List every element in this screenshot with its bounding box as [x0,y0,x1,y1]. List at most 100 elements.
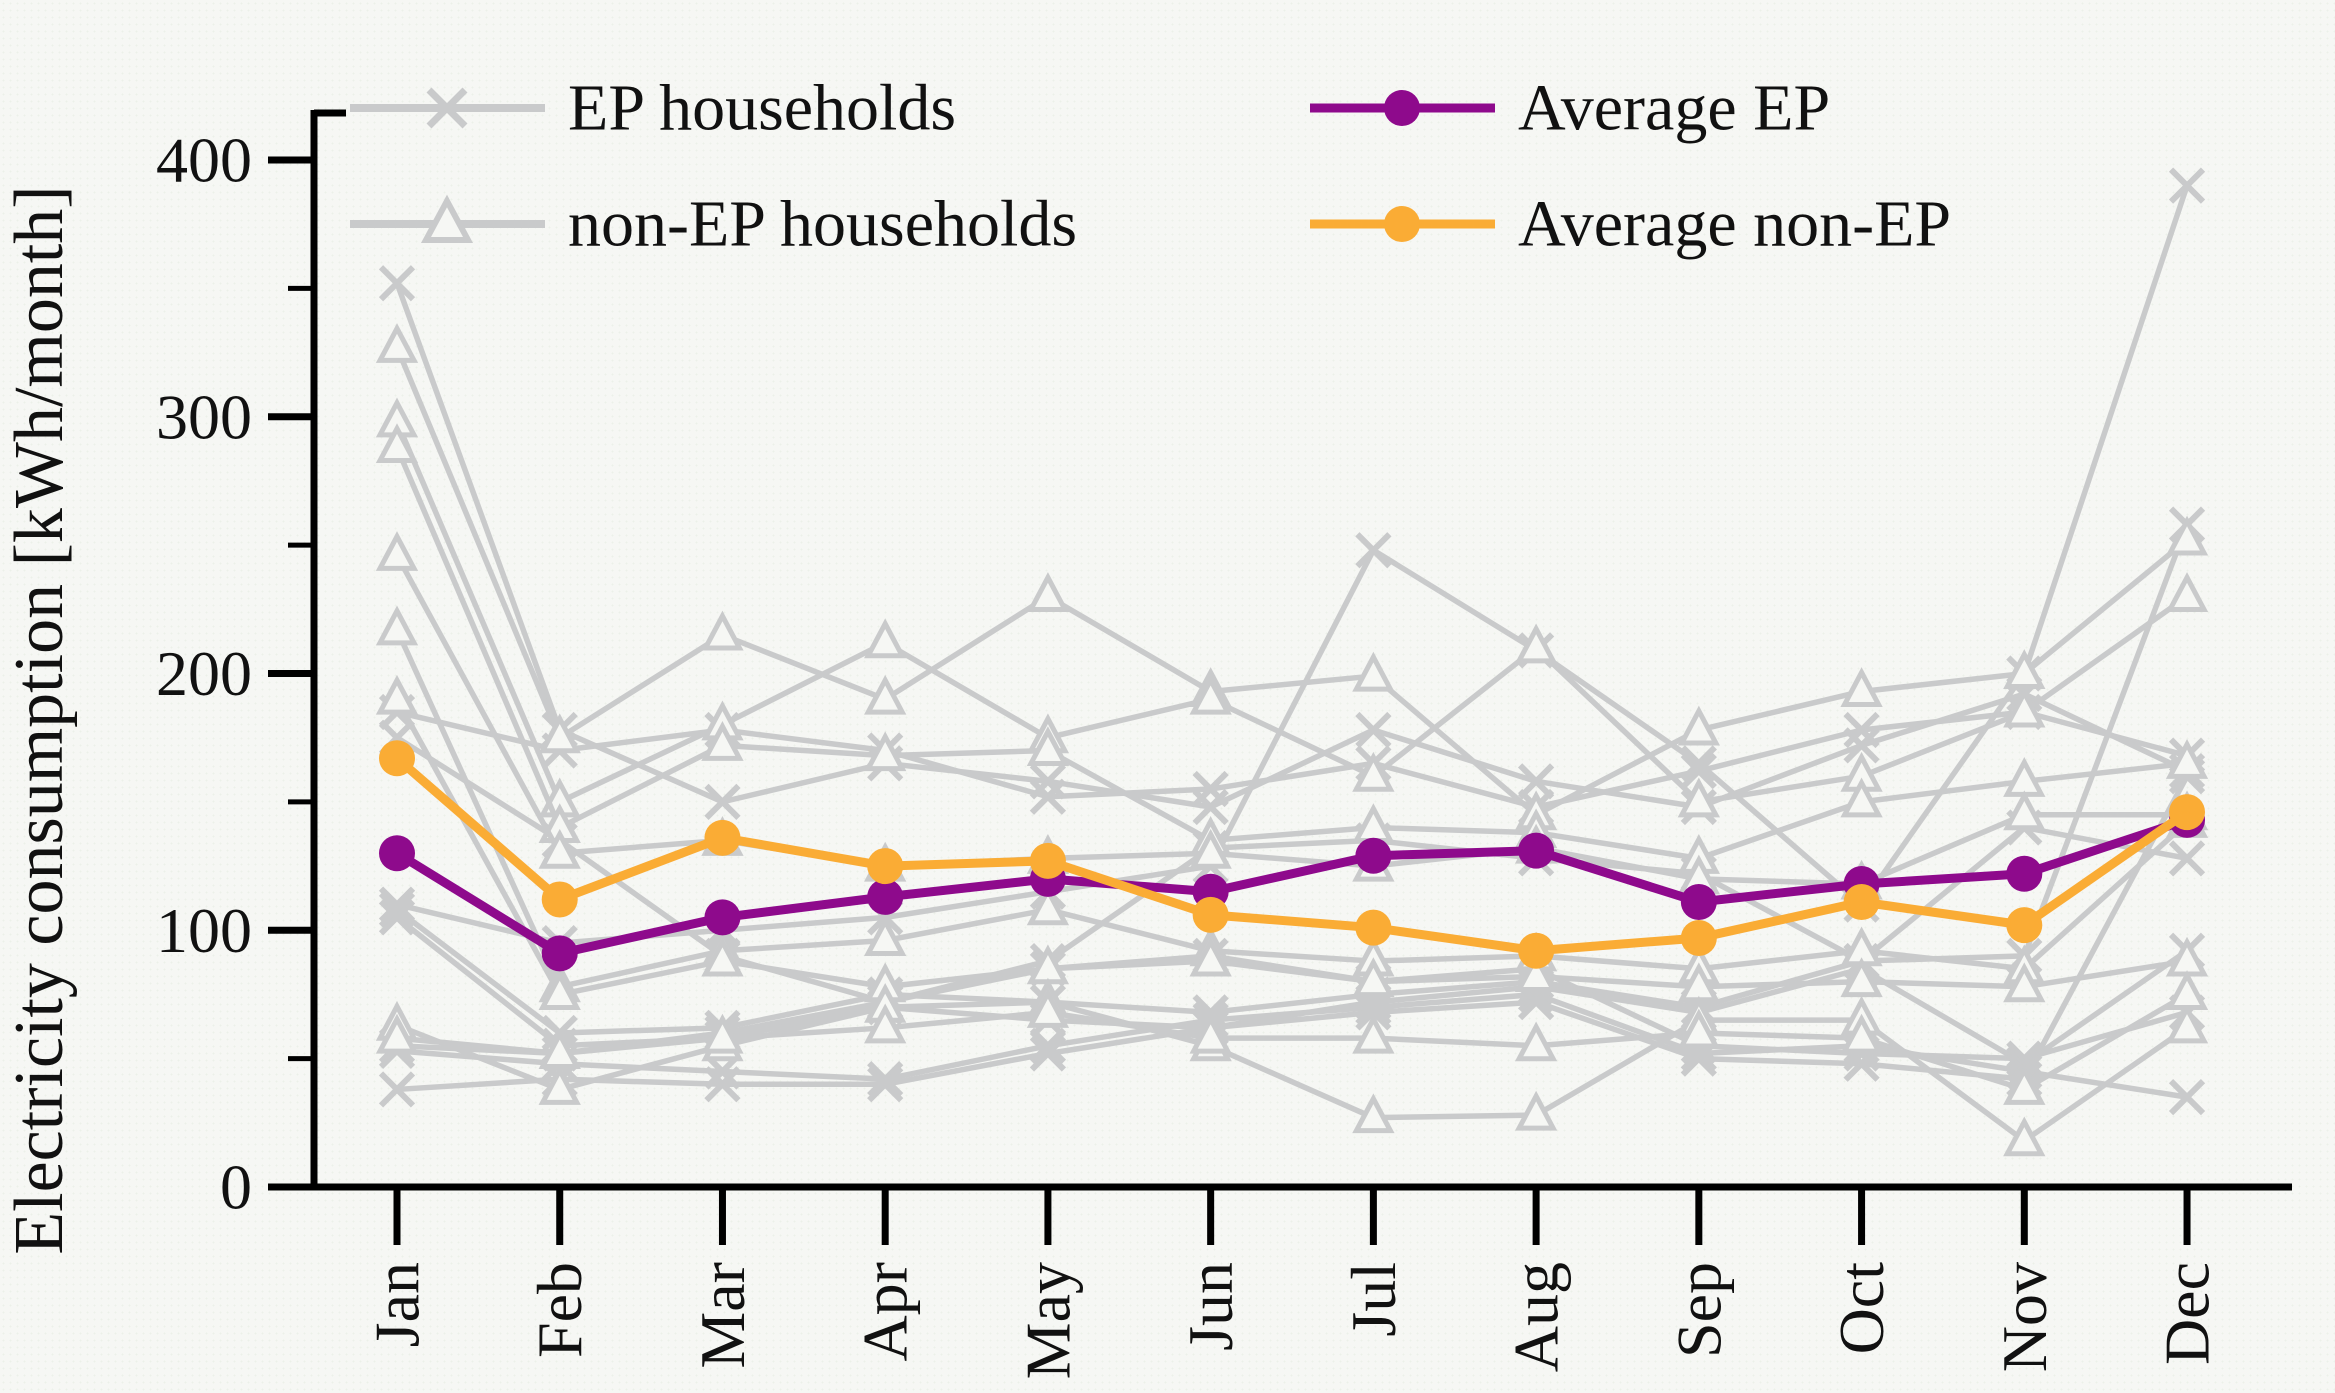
triangle-marker-icon [538,1029,581,1069]
legend-item-ep-households: EP households [350,72,956,145]
x-marker-icon [1843,711,1880,749]
triangle-marker-icon [375,674,419,715]
triangle-marker-icon [1677,777,1720,818]
x-marker-icon [1029,778,1067,815]
average-non-ep-point [1680,919,1717,956]
legend: EP households non-EP households Average … [350,72,1951,261]
x-marker-icon [378,891,416,928]
x-marker-icon [1192,770,1229,808]
average-non-ep-series [379,740,2206,969]
month-label: Sep [1663,1262,1734,1358]
x-marker-icon [378,1071,416,1108]
average-non-ep-point [379,740,415,777]
triangle-marker-icon [538,828,581,869]
legend-item-average-non-ep: Average non-EP [1310,188,1951,261]
ep-household-series [378,167,2206,962]
non-ep-household-series [375,970,2209,1105]
non-ep-household-line [394,627,2190,990]
triangle-marker-icon [375,323,419,363]
average-non-ep-label: Average non-EP [1518,188,1951,261]
average-non-ep-point [1518,932,1555,969]
triangle-marker-icon [1677,1008,1720,1049]
ep-household-line [394,182,2190,946]
triangle-marker-icon [2003,649,2046,689]
triangle-marker-icon [1514,1090,1558,1131]
y-axis-tick-label: 0 [220,1152,252,1223]
series-layer [375,167,2209,1157]
triangle-marker-icon [375,1013,419,1054]
month-label: Oct [1826,1262,1897,1355]
average-non-ep-point [541,881,578,918]
circle-marker-icon [1384,206,1420,242]
x-marker-icon [426,87,468,129]
average-ep-point [541,935,578,972]
x-marker-icon [1517,763,1555,800]
triangle-marker-icon [1840,957,1883,998]
average-ep-point [867,878,904,915]
triangle-marker-icon [2003,1065,2046,1105]
non-ep-household-line [394,552,2190,887]
average-non-ep-point [1843,884,1880,921]
x-marker-icon [1355,532,1392,569]
average-ep-point [1518,832,1555,869]
triangle-marker-icon [2003,790,2046,831]
x-marker-icon [378,265,416,302]
triangle-marker-icon [1189,1013,1232,1054]
non-ep-household-line [394,991,2190,1093]
x-marker-icon [704,783,741,820]
average-non-ep-point [1029,842,1066,879]
x-marker-icon [1680,752,1717,790]
non-ep-household-line [394,696,2190,998]
average-non-ep-point [2006,907,2043,944]
legend-item-non-ep-households: non-EP households [350,188,1077,261]
average-non-ep-point [1192,896,1229,933]
average-ep-label: Average EP [1518,72,1830,145]
triangle-marker-icon [1840,1013,1883,1054]
triangle-marker-icon [1514,623,1558,664]
month-label: Aug [1501,1262,1572,1372]
triangle-marker-icon [375,605,419,646]
month-label: Apr [850,1262,921,1362]
month-label: Dec [2152,1262,2223,1365]
triangle-marker-icon [1352,651,1395,692]
non-ep-household-line [394,419,2190,805]
triangle-marker-icon [1026,988,1070,1028]
average-ep-point [2006,855,2043,892]
triangle-marker-icon [1189,828,1232,869]
ep-household-line [394,734,2190,1005]
triangle-marker-icon [1840,667,1883,707]
month-label: Jun [1175,1262,1246,1351]
x-marker-icon [1355,994,1392,1031]
triangle-marker-icon [864,674,907,715]
ep-household-line [394,280,2190,810]
triangle-marker-icon [1026,726,1070,767]
average-ep-line [392,815,2192,958]
triangle-marker-icon [1026,572,1070,612]
x-marker-icon [1355,711,1392,749]
x-marker-icon [867,1066,904,1103]
triangle-marker-icon [701,610,744,651]
ep-household-line [394,521,2190,1036]
y-axis-tick-label: 200 [156,638,252,709]
y-axis-tick-label: 400 [156,125,252,196]
non-ep-households-label: non-EP households [568,188,1077,261]
triangle-marker-icon [2003,962,2046,1003]
triangle-marker-icon [2165,970,2209,1010]
triangle-marker-icon [2003,1116,2046,1157]
x-marker-icon [2168,167,2206,204]
triangle-marker-icon [1352,1093,1395,1134]
triangle-marker-icon [2165,1003,2209,1044]
month-label: Jul [1338,1262,1409,1337]
non-ep-household-series [375,323,2209,831]
y-axis-tick-label: 300 [156,381,252,452]
triangle-marker-icon [864,1003,907,1044]
y-axis-tick-label: 100 [156,895,252,966]
y-axis-title: Electricity consumption [kWh/month] [1,185,78,1254]
x-marker-icon [1029,1035,1067,1072]
triangle-marker-icon [1677,705,1720,746]
triangle-marker-icon [1189,936,1232,977]
average-non-ep-point [704,819,741,856]
average-non-ep-line [392,753,2192,956]
